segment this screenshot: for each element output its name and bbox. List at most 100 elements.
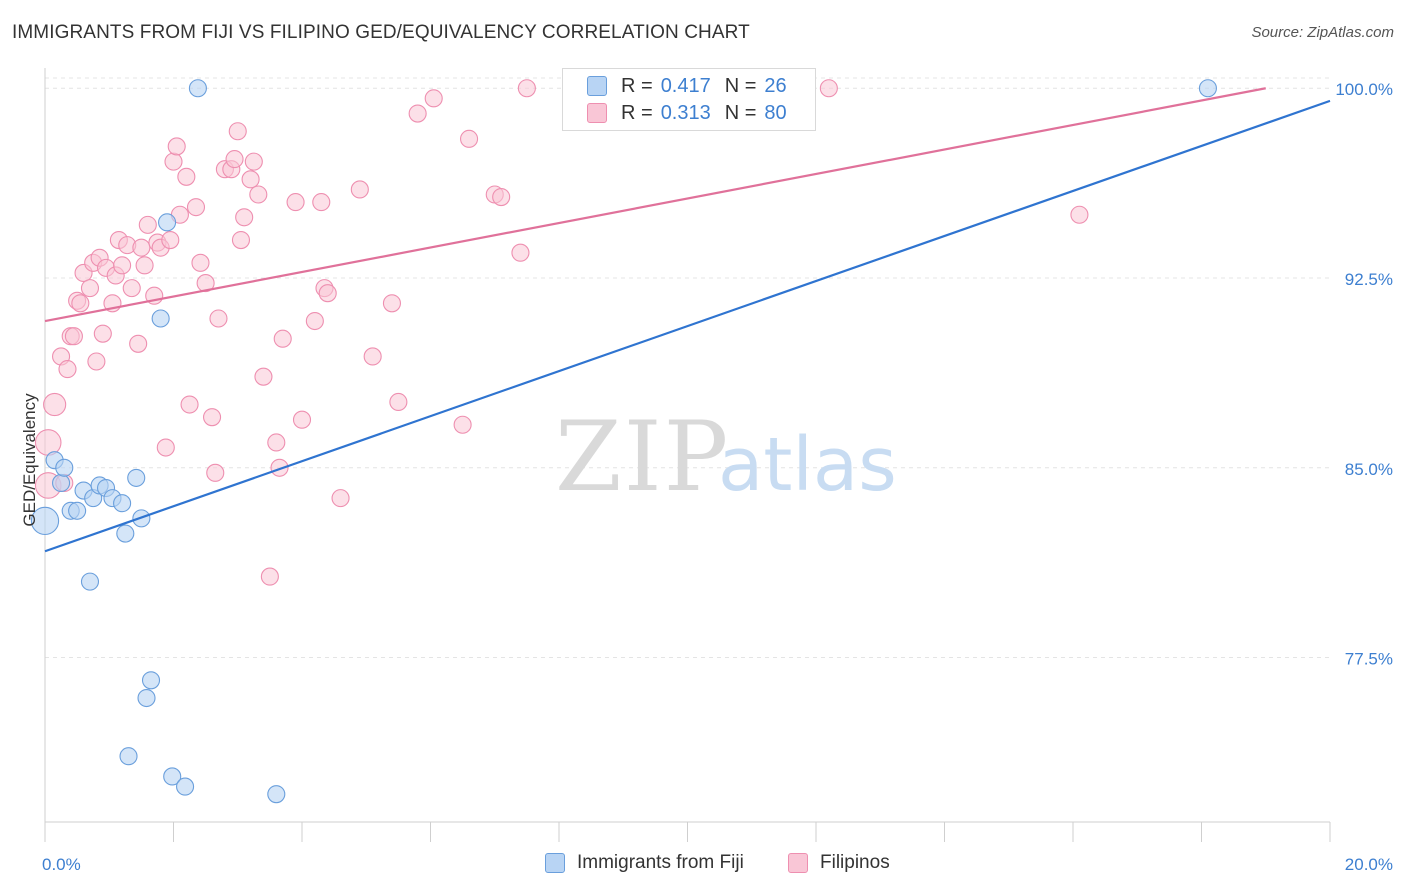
fiji-n-label: N = <box>724 74 757 97</box>
filipinos-point <box>1070 205 1089 224</box>
fiji-r-value: 0.417 <box>660 74 711 97</box>
legend-item-filipinos[interactable]: Filipinos <box>788 852 890 874</box>
y-tick-label: 100.0% <box>1335 80 1393 99</box>
filipinos-point <box>267 433 286 452</box>
y-tick-label: 92.5% <box>1345 270 1393 289</box>
filipinos-r-value: 0.313 <box>660 101 711 124</box>
filipinos-point <box>164 152 183 171</box>
filipinos-swatch-icon <box>587 103 607 123</box>
filipinos-point <box>389 392 408 412</box>
filipinos-point <box>363 347 382 366</box>
filipinos-r-label: R = <box>621 101 653 124</box>
watermark-atlas: atlas <box>718 422 897 508</box>
series-fiji <box>30 79 1217 804</box>
fiji-n-value: 26 <box>764 74 787 97</box>
watermark: ZIP atlas <box>555 401 897 513</box>
filipinos-point <box>129 334 148 353</box>
correlation-legend: R = 0.417 N = 26 R = 0.313 N = 80 <box>562 68 816 131</box>
fiji-point <box>141 671 161 690</box>
legend-item-fiji[interactable]: Immigrants from Fiji <box>545 852 744 874</box>
filipinos-point <box>453 415 472 434</box>
filipinos-legend-swatch-icon <box>788 853 808 873</box>
filipinos-point <box>135 256 154 275</box>
filipinos-point <box>312 193 331 212</box>
filipinos-point <box>186 198 206 217</box>
filipinos-point <box>64 327 83 346</box>
filipinos-point <box>180 395 199 414</box>
fiji-point <box>267 785 286 804</box>
filipinos-point <box>203 408 222 427</box>
x-tick-label: 0.0% <box>42 855 81 874</box>
filipinos-point <box>206 463 225 482</box>
filipinos-point <box>156 438 175 457</box>
filipinos-point <box>273 329 292 348</box>
fiji-point <box>127 468 146 487</box>
chart-title: IMMIGRANTS FROM FIJI VS FILIPINO GED/EQU… <box>12 22 750 43</box>
fiji-point <box>113 494 132 513</box>
filipinos-point <box>138 215 157 234</box>
filipinos-n-label: N = <box>724 101 757 124</box>
filipinos-point <box>225 150 244 169</box>
filipinos-point <box>286 193 305 212</box>
filipinos-point <box>270 458 289 477</box>
filipinos-point <box>132 238 151 257</box>
watermark-zip: ZIP <box>555 401 730 513</box>
fiji-point <box>188 79 207 98</box>
fiji-point <box>116 524 135 543</box>
legend-row-filipinos: R = 0.313 N = 80 <box>587 100 787 126</box>
fiji-point <box>52 473 71 493</box>
filipinos-point <box>249 185 268 204</box>
filipinos-point <box>382 294 402 313</box>
filipinos-legend-label: Filipinos <box>820 852 890 873</box>
fiji-swatch-icon <box>587 76 607 96</box>
legend-row-fiji: R = 0.417 N = 26 <box>587 73 787 99</box>
fiji-point <box>158 213 177 232</box>
fiji-point <box>163 767 182 786</box>
filipinos-point <box>244 152 263 171</box>
fiji-legend-swatch-icon <box>545 853 565 873</box>
filipinos-point <box>492 187 511 207</box>
filipinos-point <box>113 256 132 275</box>
filipinos-point <box>424 89 443 108</box>
fiji-point <box>30 506 60 536</box>
filipinos-point <box>408 104 427 123</box>
filipinos-point <box>80 279 100 298</box>
filipinos-point <box>161 231 180 250</box>
filipinos-point <box>71 294 90 313</box>
fiji-point <box>80 572 100 591</box>
fiji-legend-label: Immigrants from Fiji <box>577 852 744 873</box>
fiji-point <box>55 458 74 477</box>
fiji-point <box>176 777 195 796</box>
filipinos-point <box>196 274 215 293</box>
filipinos-point <box>331 489 350 508</box>
filipinos-point <box>260 567 279 586</box>
filipinos-point <box>350 180 369 199</box>
fiji-point <box>137 688 156 708</box>
y-tick-label: 85.0% <box>1345 460 1393 479</box>
fiji-trend-line <box>44 99 1331 553</box>
filipinos-point <box>292 410 312 429</box>
filipinos-point <box>231 231 251 250</box>
trend-lines <box>44 87 1331 553</box>
x-tick-label: 20.0% <box>1345 855 1393 874</box>
filipinos-point <box>87 352 106 371</box>
fiji-point <box>151 309 170 328</box>
fiji-r-label: R = <box>621 74 653 97</box>
filipinos-point <box>305 311 324 331</box>
filipinos-point <box>254 367 273 386</box>
filipinos-point <box>93 324 112 343</box>
filipinos-point <box>167 137 186 156</box>
filipinos-point <box>58 360 77 379</box>
filipinos-point <box>43 392 67 417</box>
tick-labels: 77.5% 85.0% 92.5% 100.0% 0.0% 20.0% <box>42 80 1393 874</box>
filipinos-point <box>177 167 196 186</box>
fiji-point <box>68 501 87 520</box>
fiji-point <box>1198 79 1217 98</box>
series-legend: Immigrants from Fiji Filipinos <box>0 852 1406 878</box>
filipinos-point <box>819 79 838 98</box>
fiji-point <box>119 747 138 766</box>
filipinos-point <box>318 284 337 303</box>
filipinos-point <box>235 208 254 227</box>
filipinos-point <box>228 122 247 141</box>
